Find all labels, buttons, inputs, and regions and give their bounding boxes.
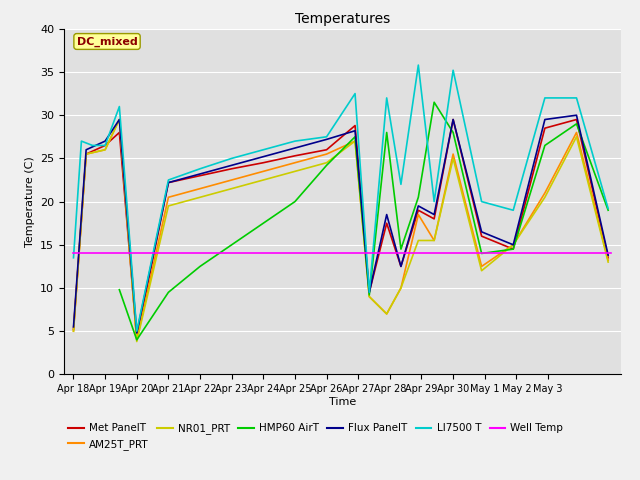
Title: Temperatures: Temperatures [295,12,390,26]
X-axis label: Time: Time [329,397,356,407]
Y-axis label: Temperature (C): Temperature (C) [24,156,35,247]
Text: DC_mixed: DC_mixed [77,36,138,47]
Legend: Met PanelT, AM25T_PRT, NR01_PRT, HMP60 AirT, Flux PanelT, LI7500 T, Well Temp: Met PanelT, AM25T_PRT, NR01_PRT, HMP60 A… [64,420,568,454]
